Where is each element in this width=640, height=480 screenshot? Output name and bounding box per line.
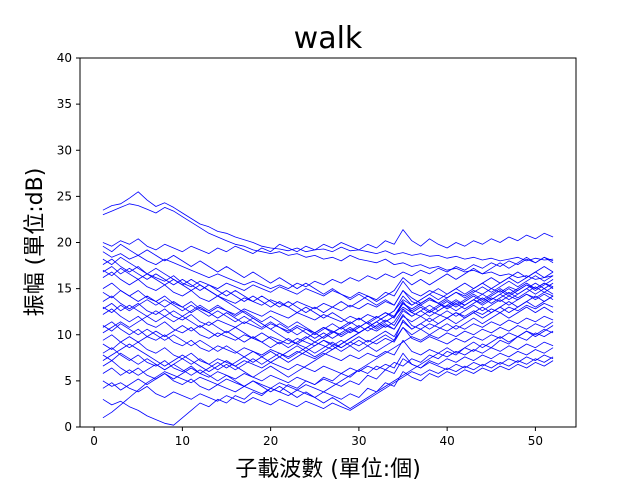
series-line-30	[102, 267, 554, 330]
series-line-13	[102, 360, 554, 400]
y-tick-label: 35	[57, 97, 72, 111]
series-layer	[102, 191, 554, 426]
series-line-25	[102, 243, 554, 310]
chart-title: walk	[294, 21, 363, 56]
plot-background	[80, 58, 576, 427]
series-line-8	[102, 295, 554, 336]
y-tick-label: 15	[57, 282, 72, 296]
y-axis-label: 振幅 (單位:dB)	[23, 168, 48, 317]
y-tick-label: 20	[57, 236, 72, 250]
series-line-11	[102, 334, 554, 374]
y-tick-label: 0	[64, 420, 72, 434]
y-tick-label: 40	[57, 51, 72, 65]
series-line-18	[102, 266, 554, 378]
series-line-12	[102, 347, 554, 387]
series-line-15	[102, 330, 554, 426]
series-line-26	[102, 306, 554, 391]
x-axis-label: 子載波數 (單位:個)	[235, 457, 421, 480]
x-tick-label: 20	[263, 434, 278, 448]
series-line-4	[102, 251, 554, 290]
series-line-16	[102, 321, 554, 419]
y-tick-label: 30	[57, 143, 72, 157]
series-line-29	[102, 288, 554, 339]
plot-area	[79, 57, 577, 428]
series-line-21	[102, 295, 554, 376]
series-line-5	[102, 258, 554, 301]
x-tick-label: 50	[528, 434, 543, 448]
x-tick-label: 0	[90, 434, 98, 448]
series-line-9	[102, 308, 554, 349]
series-line-10	[102, 321, 554, 362]
y-tick-label: 25	[57, 189, 72, 203]
series-line-7	[102, 282, 554, 323]
series-line-20	[102, 275, 554, 336]
x-axis: 0 10 20 30 40 50	[90, 427, 543, 448]
series-line-6	[102, 271, 554, 312]
series-line-14	[102, 356, 554, 411]
x-tick-label: 10	[175, 434, 190, 448]
series-line-27	[102, 282, 554, 334]
series-line-28	[102, 325, 554, 410]
y-tick-label: 10	[57, 328, 72, 342]
y-tick-label: 5	[64, 374, 72, 388]
series-line-2	[102, 203, 554, 280]
x-tick-label: 30	[351, 434, 366, 448]
series-line-19	[102, 295, 554, 363]
y-axis: 0 5 10 15 20 25 30 35 40	[57, 51, 80, 434]
series-line-1	[102, 191, 554, 262]
series-line-3	[102, 229, 554, 255]
x-tick-label: 40	[440, 434, 455, 448]
